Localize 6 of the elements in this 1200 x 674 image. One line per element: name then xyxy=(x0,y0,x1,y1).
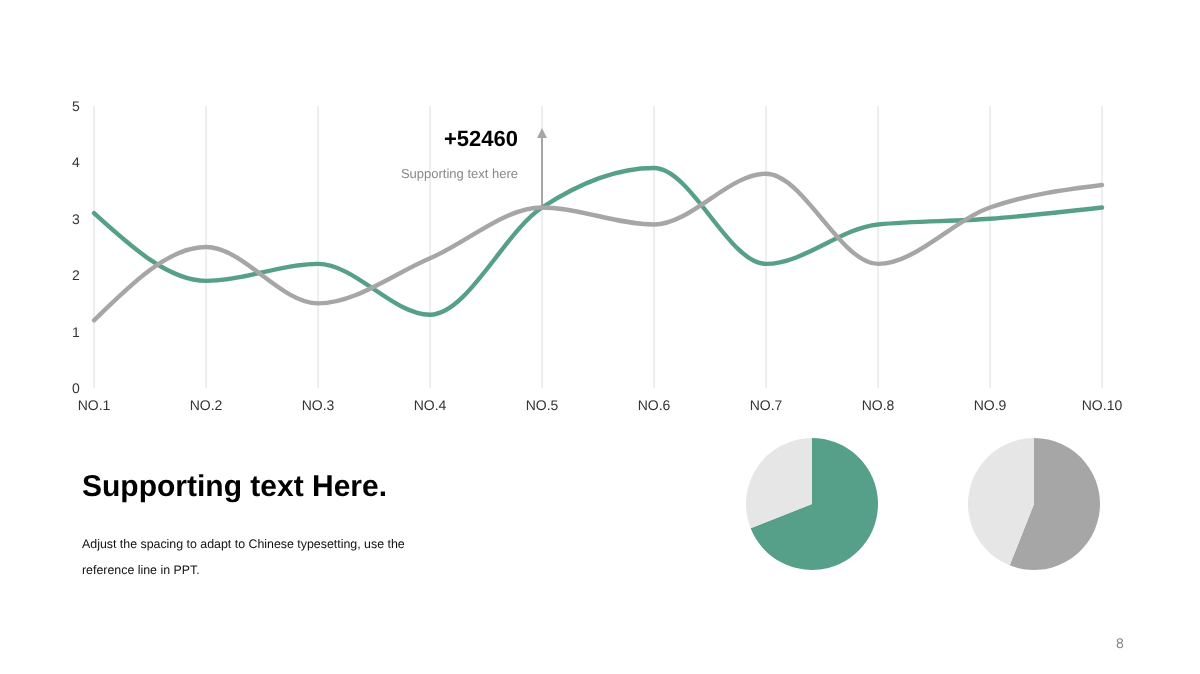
text: Supporting text Here. xyxy=(82,470,388,504)
annotation: +52460 xyxy=(443,128,518,152)
pie-slice xyxy=(750,438,878,570)
pie-slice xyxy=(968,438,1034,566)
pie-slice xyxy=(1009,438,1100,570)
pie-slice xyxy=(746,438,812,529)
